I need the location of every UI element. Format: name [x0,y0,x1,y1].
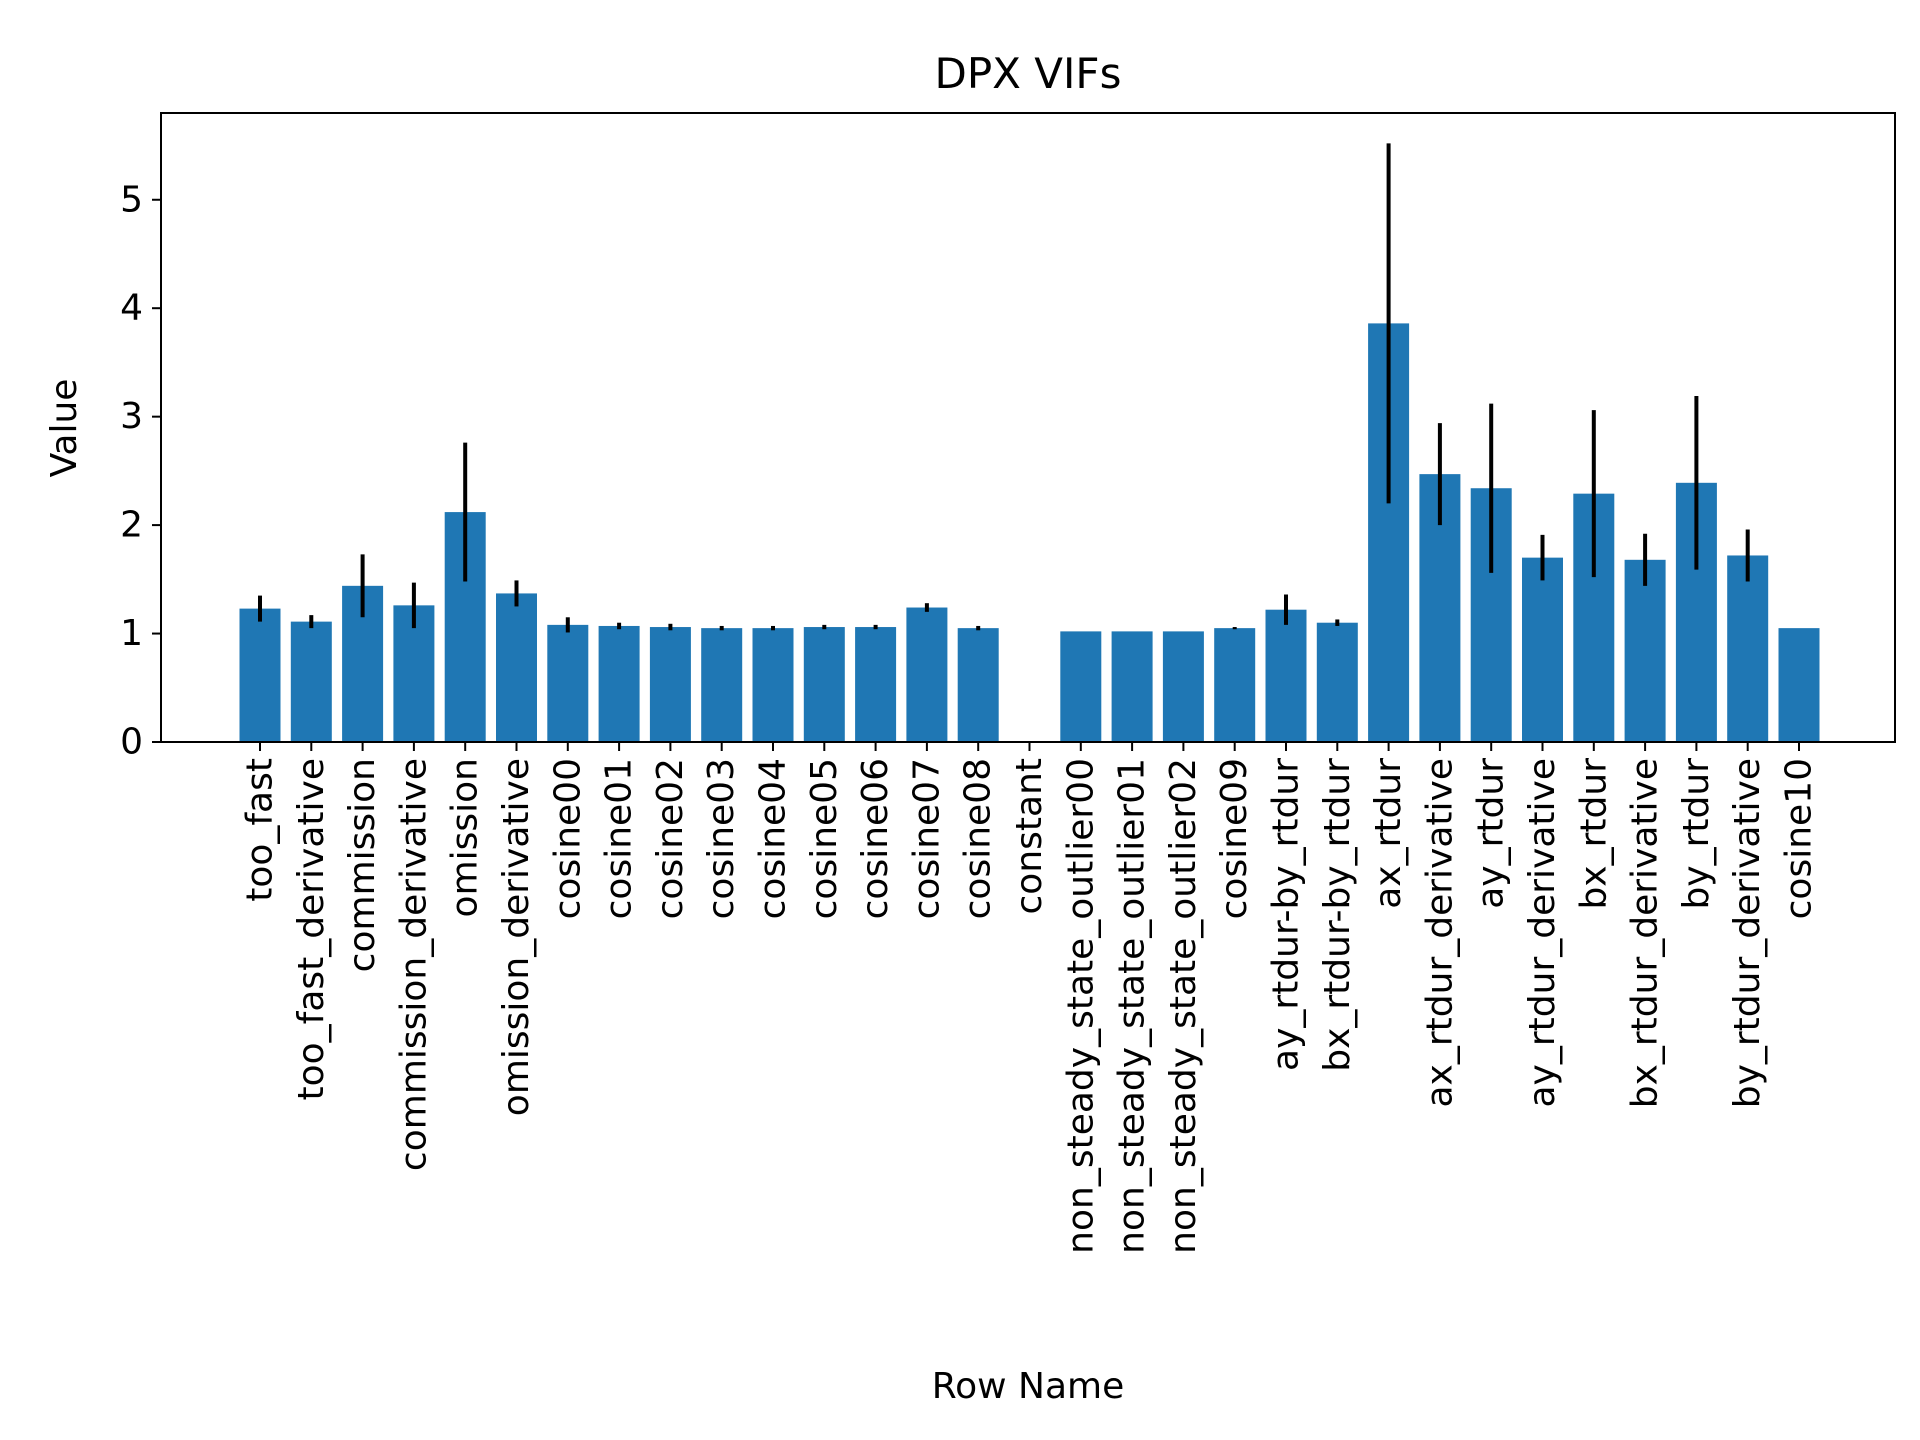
error-bars-layer [258,143,1750,633]
bar-non_steady_state_outlier00 [1060,631,1102,742]
bar-cosine00 [547,624,589,742]
plot-frame [160,112,1896,743]
x-tick-label-by_rtdur_derivative: by_rtdur_derivative [1727,758,1768,1108]
bar-ay_rtdur-by_rtdur [1265,609,1307,742]
x-tick-label-cosine07: cosine07 [906,758,947,919]
bar-omission_derivative [496,593,537,742]
x-tick-label-cosine08: cosine08 [958,758,999,919]
bar-cosine03 [701,628,743,742]
x-tick-label-non_steady_state_outlier00: non_steady_state_outlier00 [1060,758,1101,1254]
y-tick-label-5: 5 [120,179,143,220]
x-tick-label-non_steady_state_outlier01: non_steady_state_outlier01 [1112,758,1153,1254]
x-tick-label-too_fast: too_fast [240,758,281,902]
bar-cosine05 [803,627,845,742]
y-tick-label-3: 3 [120,396,143,437]
x-tick-label-omission_derivative: omission_derivative [496,758,537,1116]
bar-cosine09 [1214,628,1256,742]
bar-non_steady_state_outlier02 [1162,631,1204,742]
x-tick-label-cosine01: cosine01 [599,758,640,919]
x-tick-label-cosine03: cosine03 [701,758,742,919]
x-tick-label-cosine10: cosine10 [1779,758,1820,919]
x-tick-label-cosine02: cosine02 [650,758,691,919]
y-tick-label-2: 2 [120,505,143,546]
bar-cosine07 [906,607,948,742]
bar-too_fast [239,608,281,742]
bars-layer [239,323,1820,742]
x-tick-label-ax_rtdur_derivative: ax_rtdur_derivative [1419,758,1460,1108]
x-tick-label-constant: constant [1009,758,1050,915]
x-tick-label-ax_rtdur: ax_rtdur [1368,758,1409,909]
bar-cosine10 [1778,628,1820,742]
x-tick-label-bx_rtdur_derivative: bx_rtdur_derivative [1625,758,1666,1108]
bar-bx_rtdur-by_rtdur [1316,622,1358,742]
bar-ay_rtdur_derivative [1522,557,1563,742]
bar-cosine06 [855,627,897,742]
x-axis: too_fast too_fast_derivative commission com… [240,742,1820,1254]
chart-title: DPX VIFs [935,49,1122,98]
x-tick-label-ay_rtdur_derivative: ay_rtdur_derivative [1522,758,1563,1108]
x-tick-label-cosine09: cosine09 [1214,758,1255,919]
x-tick-label-non_steady_state_outlier02: non_steady_state_outlier02 [1163,758,1204,1254]
x-tick-label-by_rtdur: by_rtdur [1676,758,1717,910]
bar-too_fast_derivative [290,621,332,742]
bar-cosine01 [598,625,640,742]
x-axis-label: Row Name [932,1366,1125,1407]
bar-cosine04 [752,628,794,742]
x-tick-label-bx_rtdur: bx_rtdur [1573,758,1614,910]
y-axis: 0 1 2 3 4 5 [120,179,161,763]
x-tick-label-ay_rtdur-by_rtdur: ay_rtdur-by_rtdur [1266,758,1307,1071]
x-tick-label-cosine05: cosine05 [804,758,845,919]
x-tick-label-bx_rtdur-by_rtdur: bx_rtdur-by_rtdur [1317,758,1358,1072]
x-tick-label-cosine06: cosine06 [855,758,896,919]
y-tick-label-1: 1 [120,613,143,654]
bar-cosine08 [957,628,999,742]
bar-by_rtdur_derivative [1727,555,1769,742]
bar-non_steady_state_outlier01 [1111,631,1153,742]
x-tick-label-too_fast_derivative: too_fast_derivative [291,758,332,1101]
bar-bx_rtdur_derivative [1624,559,1666,742]
x-tick-label-ay_rtdur: ay_rtdur [1471,758,1512,909]
y-tick-label-4: 4 [120,288,143,329]
y-tick-label-0: 0 [120,722,143,763]
x-tick-label-omission: omission [445,758,486,917]
bar-cosine02 [649,627,691,742]
x-tick-label-cosine04: cosine04 [753,758,794,919]
y-axis-label: Value [44,379,85,478]
x-tick-label-commission: commission [342,758,383,972]
x-tick-label-commission_derivative: commission_derivative [393,758,434,1171]
x-tick-label-cosine00: cosine00 [547,758,588,919]
